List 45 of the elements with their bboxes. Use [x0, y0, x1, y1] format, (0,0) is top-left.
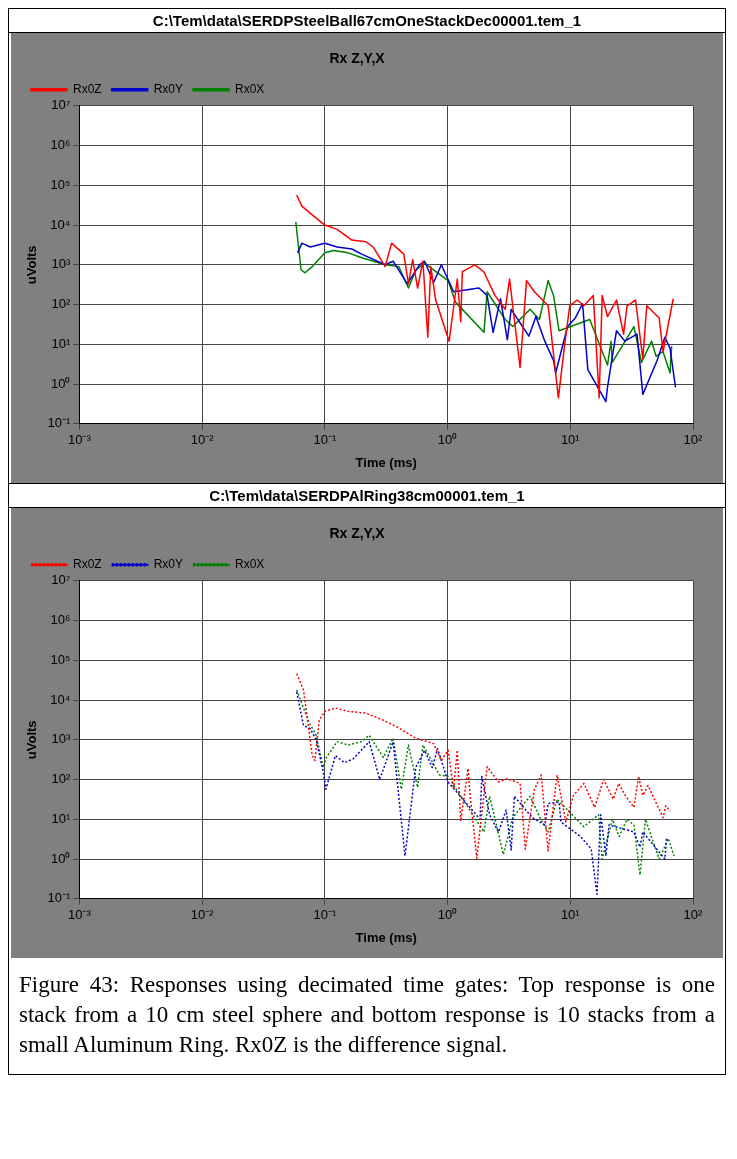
x-tick-label: 10⁻³	[67, 907, 92, 923]
x-axis-title: Time (ms)	[355, 454, 417, 470]
y-tick-label: 10⁵	[50, 651, 71, 667]
y-tick-label: 10⁻¹	[47, 890, 72, 906]
x-tick-label: 10⁻³	[67, 432, 92, 448]
legend-label: Rx0Y	[153, 82, 184, 97]
y-tick-label: 10²	[51, 771, 72, 787]
x-tick-label: 10⁰	[437, 907, 458, 923]
x-tick-label: 10⁻²	[190, 907, 215, 923]
x-tick-label: 10⁻¹	[313, 432, 337, 448]
y-tick-label: 10⁷	[51, 572, 71, 588]
y-axis-title: uVolts	[24, 720, 40, 760]
x-tick-label: 10¹	[560, 432, 581, 448]
caption: Figure 43: Responses using decimated time gates: Top response is one stack from a 10 cm steel sphere and bottom response is 10 stacks from a small Aluminum Ring. Rx0Z is the difference signal.	[9, 958, 725, 1074]
y-tick-label: 10⁶	[50, 612, 71, 628]
x-tick-label: 10⁰	[437, 432, 458, 448]
y-axis-title: uVolts	[24, 245, 40, 285]
y-tick-label: 10⁻¹	[47, 415, 72, 431]
chart-title: C:\Tem\data\SERDPAlRing38cm00001.tem_1	[9, 483, 725, 508]
y-tick-label: 10¹	[51, 810, 72, 826]
y-tick-label: 10¹	[51, 335, 72, 351]
legend-label: Rx0Z	[73, 557, 102, 572]
y-tick-label: 10²	[51, 296, 72, 312]
chart-subtitle: Rx Z,Y,X	[329, 50, 386, 67]
y-tick-label: 10³	[51, 256, 72, 272]
legend-label: Rx0Z	[73, 82, 102, 97]
y-tick-label: 10⁰	[50, 375, 71, 391]
y-tick-label: 10⁴	[50, 216, 71, 232]
chart-subtitle: Rx Z,Y,X	[329, 525, 386, 542]
y-tick-label: 10⁷	[51, 97, 71, 113]
y-tick-label: 10⁴	[50, 691, 71, 707]
y-tick-label: 10⁰	[50, 850, 71, 866]
x-tick-label: 10²	[683, 432, 704, 448]
y-tick-label: 10⁵	[50, 176, 71, 192]
chart-title: C:\Tem\data\SERDPSteelBall67cmOneStackDec00001.tem_1	[9, 9, 725, 33]
y-tick-label: 10³	[51, 731, 72, 747]
x-axis-title: Time (ms)	[355, 929, 417, 945]
y-tick-label: 10⁶	[50, 137, 71, 153]
x-tick-label: 10⁻²	[190, 432, 215, 448]
legend-label: Rx0X	[235, 557, 265, 572]
x-tick-label: 10⁻¹	[313, 907, 337, 923]
x-tick-label: 10²	[683, 907, 704, 923]
legend-label: Rx0Y	[153, 557, 184, 572]
x-tick-label: 10¹	[560, 907, 581, 923]
legend-label: Rx0X	[235, 82, 265, 97]
